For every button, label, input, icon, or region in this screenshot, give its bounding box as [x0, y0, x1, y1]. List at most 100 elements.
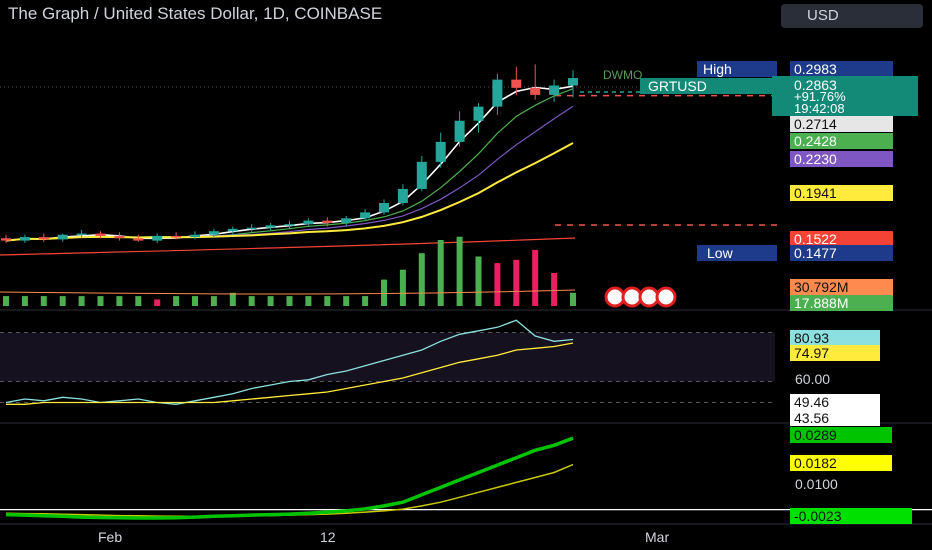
- candle-body: [416, 161, 427, 189]
- candle-body: [454, 120, 465, 142]
- candle-body: [227, 228, 238, 232]
- volume-bar: [475, 256, 482, 306]
- countdown: 19:42:08: [794, 101, 845, 116]
- candle-body: [322, 220, 333, 223]
- volume-bar: [116, 296, 123, 306]
- ma-purple-line: [5, 105, 574, 242]
- candle-body: [379, 203, 389, 213]
- candle-body: [511, 79, 522, 88]
- volume-bar: [418, 253, 425, 306]
- volume-bar: [154, 299, 161, 306]
- symbol-label: GRTUSD: [640, 78, 772, 94]
- us-flag-icon: [655, 286, 677, 308]
- volume-bar: [286, 296, 293, 306]
- us-flag-icon: [604, 286, 626, 308]
- candle-body: [19, 237, 30, 241]
- volume-bar: [59, 296, 66, 306]
- level-label-4: 0.1941: [790, 185, 893, 201]
- volume-bar: [570, 292, 576, 306]
- rsi-scale-label: 60.00: [795, 371, 831, 387]
- candle-body: [303, 220, 314, 225]
- candle-body: [473, 106, 484, 121]
- candle-body: [208, 231, 219, 235]
- low-label: Low: [697, 245, 777, 261]
- candle-body: [492, 79, 503, 107]
- volume-bar: [135, 296, 142, 306]
- volume-bar: [362, 296, 369, 306]
- candle-body: [133, 238, 144, 241]
- ma-white-line: [5, 85, 574, 242]
- volume-bar: [381, 279, 387, 306]
- rsi-signal-line: [6, 342, 574, 405]
- volume-label-2: 17.888M: [790, 295, 893, 311]
- macd-label-2: 0.0182: [790, 455, 892, 471]
- macd-label-3: -0.0023: [790, 508, 912, 524]
- candle-body: [114, 235, 125, 239]
- volume-bar: [173, 296, 180, 306]
- rsi-label-1: 80.93: [790, 330, 880, 346]
- time-axis-label-12: 12: [320, 529, 336, 545]
- volume-bar: [551, 273, 558, 306]
- volume-label-1: 30.792M: [790, 279, 893, 295]
- volume-bar: [248, 296, 255, 306]
- high-label: High: [697, 61, 777, 77]
- rsi-label-2: 74.97: [790, 345, 880, 361]
- rsi-label-3: 49.46: [790, 394, 880, 410]
- candle-body: [152, 235, 163, 241]
- level-label-5: 0.1522: [790, 231, 893, 247]
- level-label-1: 0.2714: [790, 116, 893, 132]
- volume-bar: [532, 249, 539, 306]
- macd-label-1: 0.0289: [790, 427, 892, 443]
- volume-bar: [210, 296, 217, 306]
- candle-body: [190, 234, 200, 238]
- candle-body: [435, 141, 446, 162]
- change-percent: +91.76%: [794, 89, 846, 104]
- level-label-3: 0.2230: [790, 151, 893, 167]
- indicator-tag: DWMO: [603, 68, 643, 82]
- candle-body: [549, 85, 560, 95]
- last-price-box: [772, 76, 918, 116]
- volume-bar: [97, 296, 104, 306]
- rsi-label-4: 43.56: [790, 410, 880, 426]
- volume-bar: [513, 259, 520, 306]
- volume-bar: [456, 236, 463, 306]
- last-price: 0.2863: [794, 77, 837, 93]
- low-value: 0.1477: [790, 245, 893, 261]
- candle-body: [38, 237, 49, 240]
- high-value: 0.2983: [790, 61, 893, 77]
- candle-body: [360, 212, 371, 219]
- candle-body: [171, 235, 182, 238]
- candle-body: [341, 218, 352, 223]
- macd-scale-label: 0.0100: [795, 476, 838, 492]
- candle-body: [530, 87, 541, 95]
- macd-line: [5, 436, 574, 520]
- candle-body: [95, 233, 106, 236]
- volume-bar: [40, 296, 47, 306]
- us-flag-icon: [621, 286, 643, 308]
- candle-body: [397, 188, 408, 203]
- volume-bar: [21, 296, 28, 306]
- volume-bar: [494, 263, 501, 306]
- volume-bar: [343, 296, 350, 306]
- volume-ma-line: [0, 289, 576, 295]
- volume-bar: [324, 296, 331, 306]
- candle-body: [1, 238, 11, 241]
- volume-bar: [267, 296, 274, 306]
- volume-bar: [305, 296, 312, 306]
- currency-button[interactable]: USD: [781, 4, 923, 28]
- rsi-band: [0, 332, 775, 382]
- macd-signal-line: [5, 463, 574, 518]
- volume-bar: [192, 296, 198, 306]
- ma-red-line: [0, 237, 576, 256]
- volume-bar: [229, 292, 236, 306]
- candle-body: [284, 224, 295, 226]
- volume-bar: [437, 240, 444, 306]
- volume-bar: [399, 269, 406, 306]
- volume-bar: [78, 296, 85, 306]
- us-flag-icon: [638, 286, 660, 308]
- time-axis-label-mar: Mar: [645, 529, 670, 545]
- chart-title: The Graph / United States Dollar, 1D, CO…: [8, 4, 383, 23]
- volume-bar: [3, 296, 9, 306]
- candle-body: [57, 234, 68, 240]
